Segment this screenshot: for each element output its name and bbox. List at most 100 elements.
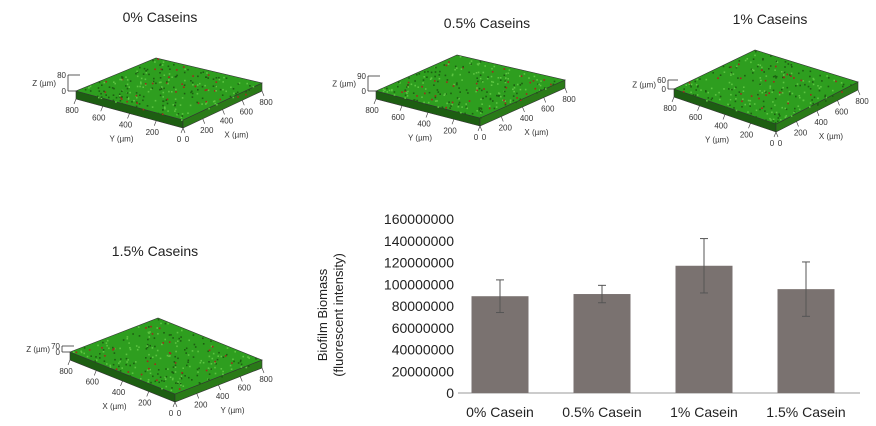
biofilm-speck [212,100,215,103]
biofilm-speck [125,363,127,366]
biofilm-speck [787,102,789,105]
biofilm-speck [183,66,185,68]
biofilm-surface [75,57,263,121]
biofilm-speck [430,77,433,79]
biofilm-speck [456,82,458,84]
biofilm-speck [710,87,713,90]
biofilm-speck [232,358,234,361]
biofilm-speck [154,363,156,365]
biofilm-speck [434,96,437,99]
biofilm-speck [465,103,467,105]
biofilm-speck [729,99,732,101]
biofilm-speck [156,379,158,381]
biofilm-speck [176,74,178,77]
biofilm-speck [456,67,458,69]
biofilm-speck [451,73,454,76]
biofilm-speck [145,357,147,359]
biofilm-speck [778,113,780,115]
biofilm-speck [842,85,844,88]
biofilm-speck [468,100,471,102]
biofilm-speck [466,107,468,110]
biofilm-speck [208,349,211,352]
left-axis-tick-label: 600 [86,378,100,387]
biofilm-speck [151,106,154,108]
left-axis-tick [153,120,157,126]
biofilm-speck [142,95,145,98]
biofilm-speck [103,90,105,93]
biofilm-speck [747,111,749,113]
biofilm-speck [106,344,108,347]
biofilm-speck [750,68,753,71]
biofilm-speck [75,351,78,354]
biofilm-speck [144,83,147,85]
biofilm-speck [428,91,431,94]
biofilm-speck [176,331,179,334]
biofilm-speck [131,372,134,374]
biofilm-speck [718,91,720,94]
left-axis-tick-label: 800 [365,106,379,115]
biofilm-speck [100,96,103,98]
right-axis-tick [202,118,206,124]
left-axis-label: Y (µm) [109,135,133,144]
biofilm-speck [765,91,767,93]
biofilm-speck [119,100,122,102]
biofilm-speck [115,368,118,370]
biofilm-speck [430,71,433,74]
biofilm-speck [108,96,110,99]
left-axis-tick-label: 200 [443,126,457,135]
biofilm-speck [769,65,772,67]
biofilm-speck [214,102,217,105]
biofilm-speck [89,85,92,88]
biofilm-speck [160,88,163,90]
biofilm-speck [770,119,772,121]
biofilm-speck [813,78,815,81]
biofilm-speck [202,361,205,364]
biofilm-speck [749,99,752,102]
biofilm-speck [451,103,453,106]
biofilm-speck [731,88,733,91]
biofilm-speck [513,84,515,86]
biofilm-speck [144,84,147,86]
biofilm-speck [129,375,132,377]
biofilm-speck [173,86,175,89]
biofilm-speck [734,100,737,103]
biofilm-speck [519,84,522,86]
biofilm-speck [174,108,177,111]
biofilm-speck [406,92,408,95]
biofilm-speck [222,88,224,91]
biofilm-speck [207,89,210,92]
biofilm-speck [190,80,192,82]
biofilm-speck [208,361,210,363]
biofilm-speck [168,355,170,357]
z-tick-top: 60 [657,76,666,85]
biofilm-speck [759,64,762,67]
biofilm-speck [812,102,814,105]
biofilm-speck [783,71,786,73]
biofilm-speck [781,106,783,109]
biofilm-speck [436,100,438,102]
biofilm-speck [165,368,167,370]
biofilm-speck [468,71,470,74]
biofilm-speck [183,71,186,74]
biofilm-speck [155,82,157,85]
biofilm-speck [762,58,764,61]
biofilm-speck [513,87,516,89]
biofilm-speck [808,80,811,83]
biofilm-speck [177,357,179,360]
biofilm-speck [206,89,208,91]
biofilm-speck [772,120,775,122]
left-axis-tick-label: 400 [714,122,728,131]
biofilm-speck [764,110,766,112]
z-axis: 90 0 Z (µm) [332,72,380,96]
biofilm-speck [770,107,773,110]
biofilm-speck [187,112,189,114]
biofilm-speck [739,77,742,80]
biofilm-speck [478,108,480,111]
biofilm-speck [142,73,145,75]
biofilm-speck [193,343,196,346]
biofilm-speck [475,82,478,85]
biofilm-speck [782,81,785,84]
biofilm-speck [170,334,172,336]
biofilm-speck [742,98,744,100]
biofilm-speck [754,54,756,57]
